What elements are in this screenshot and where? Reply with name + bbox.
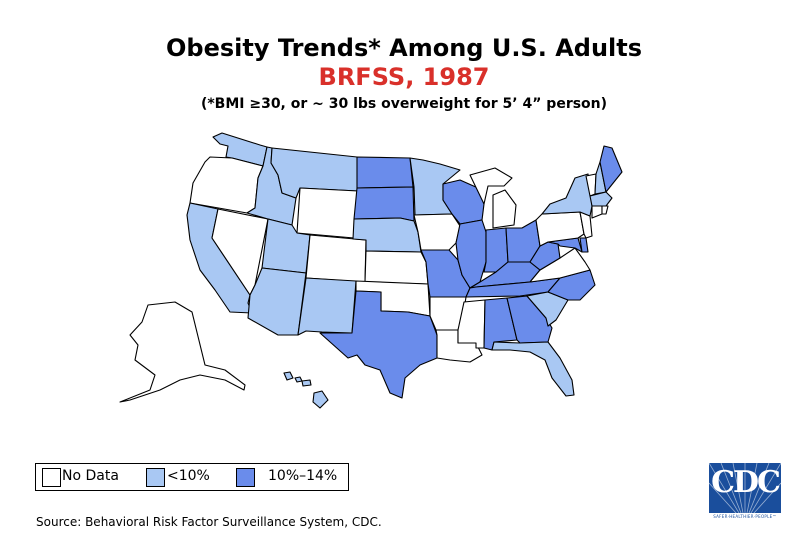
source-citation: Source: Behavioral Risk Factor Surveilla… [36,515,382,529]
state-DE[interactable] [579,237,589,253]
map-title: Obesity Trends* Among U.S. Adults [165,34,643,62]
state-CO[interactable] [305,234,367,283]
legend-swatch-10to14 [236,468,255,487]
state-CT[interactable] [591,205,603,219]
state-ND[interactable] [356,156,414,189]
state-SD[interactable] [353,186,415,222]
logo-tagline: SAFER·HEALTHIER·PEOPLE™ [713,514,777,519]
map-subtitle: BRFSS, 1987 [318,63,490,91]
legend-swatch-lt10 [146,468,165,487]
state-TX[interactable] [319,290,438,399]
state-KS[interactable] [364,250,429,285]
state-MA[interactable] [589,191,613,207]
state-AZ[interactable] [247,267,307,336]
state-IA[interactable] [413,213,461,251]
legend-swatch-no-data [42,468,61,487]
cdc-logo: CDC [709,463,781,513]
legend-label-lt10: <10% [167,468,210,484]
state-ME[interactable] [599,145,623,193]
legend-label-no-data: No Data [62,468,119,484]
legend-label-10to14: 10%–14% [268,468,338,484]
state-FL[interactable] [491,341,575,397]
logo-text: CDC [711,465,781,500]
state-MI[interactable] [469,167,517,229]
logo-rays-icon [709,463,781,513]
legend: No Data <10% 10%–14% [35,463,349,491]
state-WY[interactable] [296,187,359,239]
state-NM[interactable] [297,277,357,336]
state-AK[interactable] [119,301,246,403]
map-footnote: (*BMI ≥30, or ~ 30 lbs overweight for 5’… [200,96,608,112]
state-RI[interactable] [601,205,609,215]
state-OR[interactable] [189,156,264,214]
state-HI[interactable] [283,371,329,409]
state-NY[interactable] [541,173,593,217]
